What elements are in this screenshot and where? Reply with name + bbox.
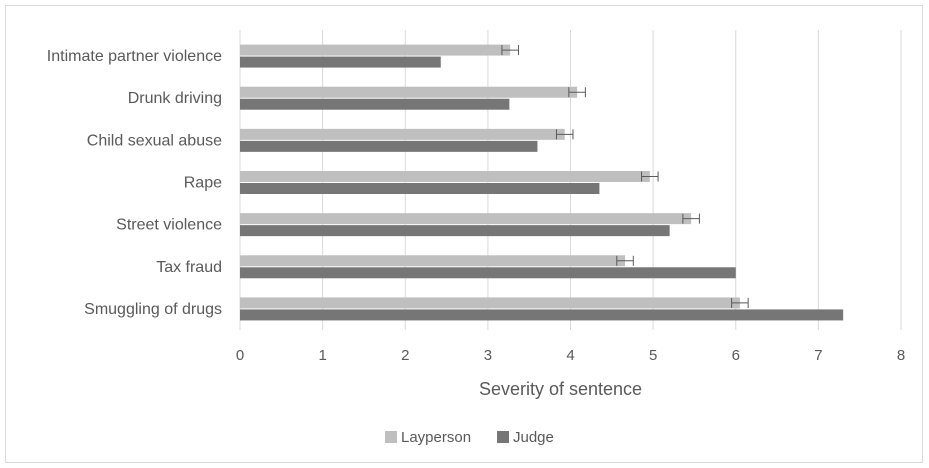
x-tick-label: 0 [236, 347, 244, 364]
bar-judge [240, 183, 600, 194]
x-tick-labels: 0 1 2 3 4 5 6 7 8 [236, 347, 905, 364]
x-tick-label: 2 [401, 347, 409, 364]
bar-judge [240, 140, 538, 152]
x-tick-label: 1 [318, 347, 326, 364]
bar-layperson [240, 297, 740, 309]
legend-label-judge: Judge [513, 429, 554, 446]
legend-label-layperson: Layperson [401, 429, 471, 446]
bar-layperson [240, 128, 565, 140]
bars [240, 44, 844, 321]
x-axis-title: Severity of sentence [479, 379, 642, 399]
x-tick-label: 7 [814, 347, 822, 364]
legend-swatch-layperson [385, 431, 397, 443]
bar-layperson [240, 213, 692, 225]
bar-layperson [240, 171, 650, 182]
bar-layperson [240, 255, 626, 267]
x-tick-label: 5 [649, 347, 657, 364]
category-label: Child sexual abuse [87, 132, 222, 149]
category-label: Rape [184, 175, 222, 192]
category-label: Smuggling of drugs [84, 301, 222, 318]
category-label: Drunk driving [128, 90, 222, 107]
legend: Layperson Judge [385, 429, 554, 446]
legend-swatch-judge [497, 431, 509, 443]
bar-judge [240, 98, 510, 110]
x-tick-label: 4 [566, 347, 574, 364]
gridlines [239, 30, 902, 330]
bar-layperson [240, 44, 511, 56]
x-tick-label: 3 [484, 347, 492, 364]
bar-judge [240, 225, 670, 237]
category-label: Intimate partner violence [47, 48, 222, 65]
x-tick-label: 8 [897, 347, 905, 364]
category-label: Tax fraud [156, 259, 222, 276]
x-tick-label: 6 [732, 347, 740, 364]
category-labels: Intimate partner violence Drunk driving Ch… [47, 48, 222, 318]
category-label: Street violence [116, 217, 222, 234]
bar-judge [240, 56, 441, 68]
bar-layperson [240, 86, 578, 98]
bar-judge [240, 309, 844, 321]
bar-judge [240, 267, 736, 279]
